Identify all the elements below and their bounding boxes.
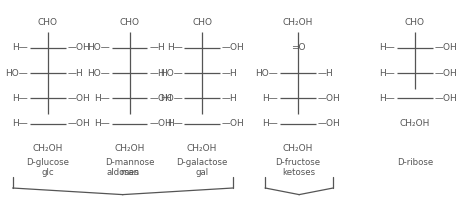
- Text: —H: —H: [222, 94, 237, 103]
- Text: CH₂OH: CH₂OH: [115, 145, 145, 153]
- Text: CH₂OH: CH₂OH: [400, 119, 430, 128]
- Text: CHO: CHO: [120, 18, 140, 27]
- Text: —OH: —OH: [318, 119, 340, 128]
- Text: H—: H—: [12, 43, 28, 52]
- Text: H—: H—: [380, 94, 395, 103]
- Text: H—: H—: [263, 119, 278, 128]
- Text: CHO: CHO: [192, 18, 212, 27]
- Text: CH₂OH: CH₂OH: [283, 145, 313, 153]
- Text: —OH: —OH: [318, 94, 340, 103]
- Text: H—: H—: [380, 43, 395, 52]
- Text: H—: H—: [94, 94, 110, 103]
- Text: CH₂OH: CH₂OH: [33, 145, 63, 153]
- Text: HO—: HO—: [6, 69, 28, 78]
- Text: —H: —H: [318, 69, 333, 78]
- Text: CHO: CHO: [405, 18, 425, 27]
- Text: D-mannose
man: D-mannose man: [105, 158, 155, 177]
- Text: —OH: —OH: [149, 94, 172, 103]
- Text: —OH: —OH: [67, 119, 90, 128]
- Text: —OH: —OH: [435, 94, 457, 103]
- Text: H—: H—: [167, 43, 182, 52]
- Text: HO—: HO—: [160, 69, 182, 78]
- Text: HO—: HO—: [87, 69, 110, 78]
- Text: H—: H—: [263, 94, 278, 103]
- Text: —OH: —OH: [67, 43, 90, 52]
- Text: HO—: HO—: [160, 94, 182, 103]
- Text: —OH: —OH: [435, 69, 457, 78]
- Text: H—: H—: [94, 119, 110, 128]
- Text: CH₂OH: CH₂OH: [283, 18, 313, 27]
- Text: aldoses: aldoses: [106, 168, 139, 177]
- Text: H—: H—: [12, 94, 28, 103]
- Text: —H: —H: [149, 69, 165, 78]
- Text: —OH: —OH: [67, 94, 90, 103]
- Text: ketoses: ketoses: [283, 168, 316, 177]
- Text: D-glucose
glc: D-glucose glc: [27, 158, 69, 177]
- Text: HO—: HO—: [87, 43, 110, 52]
- Text: H—: H—: [12, 119, 28, 128]
- Text: CH₂OH: CH₂OH: [187, 145, 218, 153]
- Text: —OH: —OH: [149, 119, 172, 128]
- Text: D-ribose: D-ribose: [397, 158, 433, 167]
- Text: HO—: HO—: [255, 69, 278, 78]
- Text: —H: —H: [67, 69, 83, 78]
- Text: —H: —H: [149, 43, 165, 52]
- Text: H—: H—: [167, 119, 182, 128]
- Text: —OH: —OH: [435, 43, 457, 52]
- Text: D-galactose
gal: D-galactose gal: [176, 158, 228, 177]
- Text: D-fructose: D-fructose: [275, 158, 320, 167]
- Text: —OH: —OH: [222, 43, 245, 52]
- Text: —H: —H: [222, 69, 237, 78]
- Text: —OH: —OH: [222, 119, 245, 128]
- Text: CHO: CHO: [38, 18, 58, 27]
- Text: =O: =O: [291, 43, 305, 52]
- Text: H—: H—: [380, 69, 395, 78]
